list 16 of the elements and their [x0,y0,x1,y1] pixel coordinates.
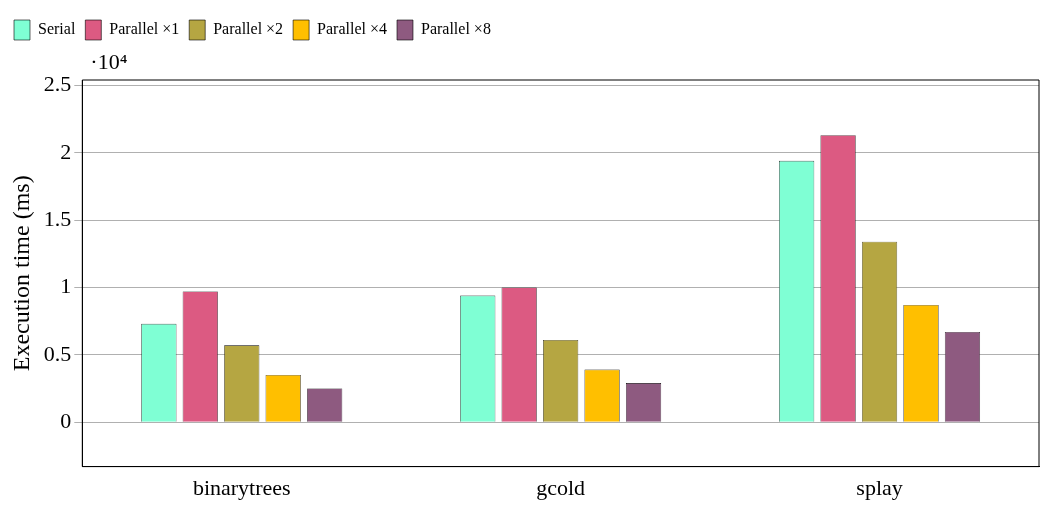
x-tick-label: splay [856,474,903,500]
y-tick-label: 1 [60,273,72,299]
legend-label: Parallel ×1 [109,20,180,38]
y-tick-label: 1.5 [43,205,72,231]
y-tick-label: 0.5 [43,340,72,366]
legend-label: Parallel ×8 [420,20,491,38]
legend-label: Parallel ×2 [213,20,284,38]
y-tick-label: 0 [60,407,72,433]
text: ·10⁴ [90,48,128,74]
x-tick-label: binarytrees [192,474,291,500]
legend-label: Parallel ×4 [317,20,387,38]
y-tick-label: 2 [60,138,72,164]
legend-label: Serial [38,20,76,38]
y-tick-label: 2.5 [43,71,72,97]
x-tick-label: gcold [536,474,586,500]
y-axis-title: Execution time (ms) [7,175,34,372]
